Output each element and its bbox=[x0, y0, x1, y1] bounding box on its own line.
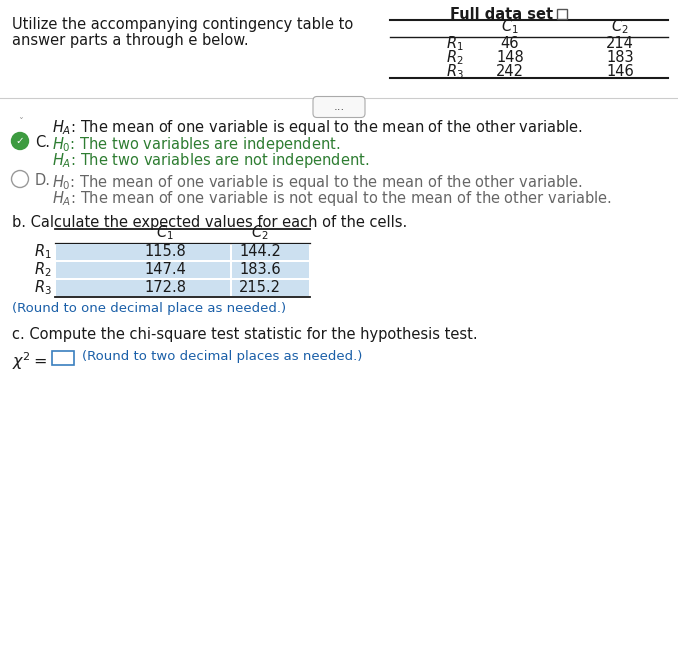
Circle shape bbox=[12, 133, 28, 150]
FancyBboxPatch shape bbox=[56, 244, 230, 260]
Text: $R_2$: $R_2$ bbox=[446, 48, 464, 67]
Text: $C_2$: $C_2$ bbox=[251, 223, 268, 242]
Text: 46: 46 bbox=[501, 36, 519, 51]
FancyBboxPatch shape bbox=[232, 280, 309, 296]
FancyBboxPatch shape bbox=[232, 244, 309, 260]
Circle shape bbox=[12, 171, 28, 187]
Text: 214: 214 bbox=[606, 36, 634, 51]
Text: 242: 242 bbox=[496, 64, 524, 79]
FancyBboxPatch shape bbox=[557, 9, 567, 19]
Text: $R_3$: $R_3$ bbox=[446, 62, 464, 81]
Text: D.: D. bbox=[35, 173, 51, 188]
FancyBboxPatch shape bbox=[313, 96, 365, 117]
Text: $R_1$: $R_1$ bbox=[446, 35, 464, 53]
FancyBboxPatch shape bbox=[56, 280, 230, 296]
Text: (Round to two decimal places as needed.): (Round to two decimal places as needed.) bbox=[82, 350, 362, 363]
Text: (Round to one decimal place as needed.): (Round to one decimal place as needed.) bbox=[12, 302, 286, 315]
FancyBboxPatch shape bbox=[56, 262, 230, 278]
Text: $C_2$: $C_2$ bbox=[611, 18, 629, 36]
FancyBboxPatch shape bbox=[52, 351, 74, 365]
Text: ✓: ✓ bbox=[16, 136, 24, 146]
Text: $H_A$: The mean of one variable is not equal to the mean of the other variable.: $H_A$: The mean of one variable is not e… bbox=[52, 189, 612, 208]
Text: $H_A$: The mean of one variable is equal to the mean of the other variable.: $H_A$: The mean of one variable is equal… bbox=[52, 118, 583, 137]
Text: Full data set: Full data set bbox=[450, 7, 553, 22]
Text: 144.2: 144.2 bbox=[239, 245, 281, 260]
Text: $C_1$: $C_1$ bbox=[156, 223, 174, 242]
Text: 146: 146 bbox=[606, 64, 634, 79]
Text: 147.4: 147.4 bbox=[144, 262, 186, 277]
FancyBboxPatch shape bbox=[232, 262, 309, 278]
Text: C.: C. bbox=[35, 135, 50, 150]
Text: ...: ... bbox=[334, 100, 344, 113]
Text: $H_0$: The mean of one variable is equal to the mean of the other variable.: $H_0$: The mean of one variable is equal… bbox=[52, 173, 582, 192]
Text: $H_A$: The two variables are not independent.: $H_A$: The two variables are not indepen… bbox=[52, 151, 370, 170]
Text: $H_0$: The two variables are independent.: $H_0$: The two variables are independent… bbox=[52, 135, 340, 154]
Text: 183: 183 bbox=[606, 50, 634, 65]
Text: b. Calculate the expected values for each of the cells.: b. Calculate the expected values for eac… bbox=[12, 215, 407, 230]
Text: $R_1$: $R_1$ bbox=[35, 243, 52, 261]
Text: $C_1$: $C_1$ bbox=[501, 18, 519, 36]
Text: answer parts a through e below.: answer parts a through e below. bbox=[12, 33, 249, 48]
Text: c. Compute the chi-square test statistic for the hypothesis test.: c. Compute the chi-square test statistic… bbox=[12, 327, 477, 342]
Text: $\chi^2 =$: $\chi^2 =$ bbox=[12, 350, 47, 372]
Text: 148: 148 bbox=[496, 50, 524, 65]
Text: $R_3$: $R_3$ bbox=[34, 279, 52, 298]
Text: Utilize the accompanying contingency table to: Utilize the accompanying contingency tab… bbox=[12, 17, 353, 32]
Text: $R_2$: $R_2$ bbox=[35, 260, 52, 279]
Text: 172.8: 172.8 bbox=[144, 281, 186, 296]
Text: ˇ: ˇ bbox=[18, 118, 23, 128]
Text: 215.2: 215.2 bbox=[239, 281, 281, 296]
Text: 183.6: 183.6 bbox=[239, 262, 281, 277]
Text: 115.8: 115.8 bbox=[144, 245, 186, 260]
